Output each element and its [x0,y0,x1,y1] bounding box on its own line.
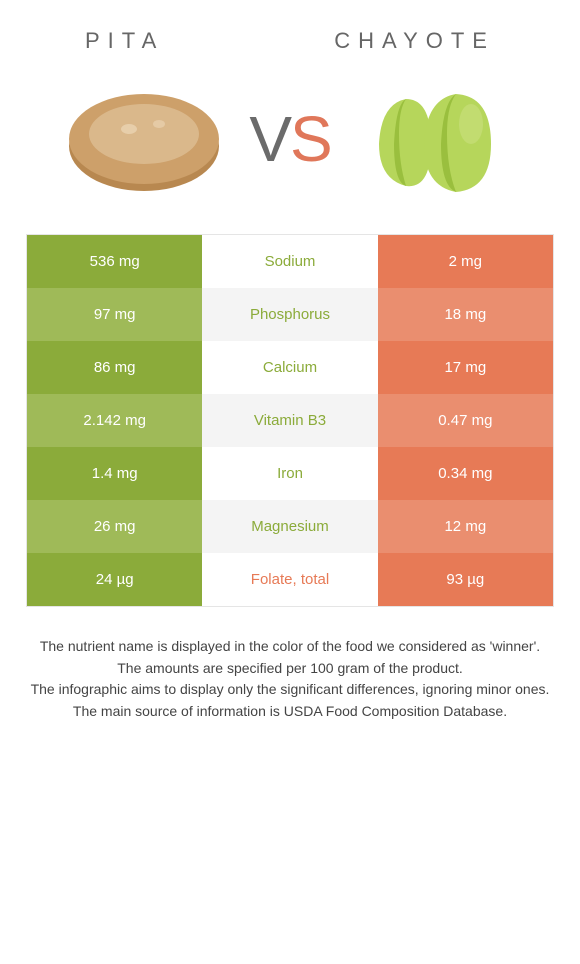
nutrient-label: Phosphorus [202,288,377,341]
nutrient-label: Folate, total [202,553,377,606]
footer-notes: The nutrient name is displayed in the co… [30,637,550,721]
left-value: 86 mg [27,341,202,394]
left-value: 97 mg [27,288,202,341]
title-right: CHAYOTE [334,28,495,54]
right-value: 12 mg [378,500,553,553]
table-row: 1.4 mgIron0.34 mg [27,447,553,500]
table-row: 97 mgPhosphorus18 mg [27,288,553,341]
left-value: 24 µg [27,553,202,606]
right-value: 17 mg [378,341,553,394]
chayote-image [351,74,521,204]
table-row: 26 mgMagnesium12 mg [27,500,553,553]
table-row: 2.142 mgVitamin B30.47 mg [27,394,553,447]
nutrient-label: Sodium [202,235,377,288]
footer-line-3: The infographic aims to display only the… [30,680,550,700]
title-left: PITA [85,28,164,54]
vs-s: S [290,103,331,175]
vs-v: V [249,103,290,175]
nutrient-table: 536 mgSodium2 mg97 mgPhosphorus18 mg86 m… [26,234,554,607]
left-value: 2.142 mg [27,394,202,447]
right-value: 18 mg [378,288,553,341]
nutrient-label: Magnesium [202,500,377,553]
footer-line-2: The amounts are specified per 100 gram o… [30,659,550,679]
pita-image [59,74,229,204]
right-value: 2 mg [378,235,553,288]
left-value: 1.4 mg [27,447,202,500]
vs-label: VS [249,102,330,176]
header-row: PITA CHAYOTE [0,0,580,64]
right-value: 0.34 mg [378,447,553,500]
images-row: VS [0,64,580,234]
left-value: 26 mg [27,500,202,553]
table-row: 24 µgFolate, total93 µg [27,553,553,606]
nutrient-label: Calcium [202,341,377,394]
footer-line-4: The main source of information is USDA F… [30,702,550,722]
right-value: 0.47 mg [378,394,553,447]
footer-line-1: The nutrient name is displayed in the co… [30,637,550,657]
left-value: 536 mg [27,235,202,288]
table-row: 86 mgCalcium17 mg [27,341,553,394]
nutrient-label: Vitamin B3 [202,394,377,447]
table-row: 536 mgSodium2 mg [27,235,553,288]
nutrient-label: Iron [202,447,377,500]
right-value: 93 µg [378,553,553,606]
